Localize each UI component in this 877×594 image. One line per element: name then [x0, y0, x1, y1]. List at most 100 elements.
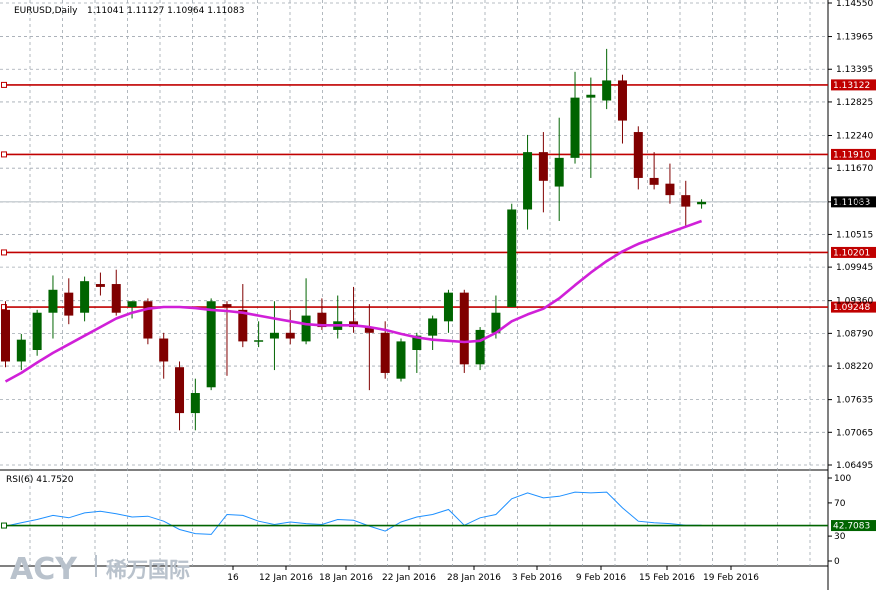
date-tick-label: 28 Jan 2016 — [447, 573, 501, 583]
candle-bullish[interactable] — [16, 333, 26, 371]
candle-body — [665, 183, 675, 196]
candle-body — [269, 332, 279, 339]
candle-bullish[interactable] — [602, 48, 612, 110]
candle-body — [412, 335, 422, 351]
candle-body — [317, 312, 327, 328]
price-tick-label: 1.07635 — [836, 396, 873, 406]
candle-body — [206, 301, 216, 388]
rsi-tick-label: 0 — [834, 557, 840, 567]
candle-bullish[interactable] — [412, 332, 422, 373]
current-price-tag — [831, 196, 876, 208]
price-level-label: 1.09248 — [833, 303, 870, 313]
candle-bullish[interactable] — [301, 278, 311, 345]
price-tick-label: 1.06495 — [836, 461, 873, 471]
candle-bullish[interactable] — [80, 276, 90, 322]
candle-bearish[interactable] — [364, 304, 374, 391]
candle-bullish[interactable] — [396, 338, 406, 382]
candle-bearish[interactable] — [159, 332, 169, 379]
candle-bullish[interactable] — [570, 71, 580, 164]
price-tick-label: 1.13965 — [836, 33, 873, 43]
rsi-level-handle[interactable] — [1, 522, 7, 529]
price-tick-label: 1.14550 — [836, 0, 873, 9]
candle-bearish[interactable] — [538, 132, 548, 213]
price-axis-layer: 1.14550 1.13965 1.13395 1.12825 1.12240 1.116… — [828, 0, 873, 471]
candle-body — [586, 94, 596, 98]
candle-bullish[interactable] — [428, 315, 438, 351]
candle-bullish[interactable] — [554, 117, 564, 221]
price-levels-layer: 1.13122 1.11910 1.10201 1.09248 1.11083 — [0, 79, 876, 313]
candle-body — [523, 152, 533, 210]
candle-body — [491, 312, 501, 333]
candle-bearish[interactable] — [617, 74, 627, 144]
price-level-handle[interactable] — [1, 151, 7, 158]
candle-bearish[interactable] — [222, 301, 232, 376]
date-tick-label: 22 Jan 2016 — [382, 573, 436, 583]
candle-bearish[interactable] — [175, 361, 185, 431]
candle-bearish[interactable] — [459, 289, 469, 373]
candle-bullish[interactable] — [507, 203, 517, 307]
candle-bearish[interactable] — [143, 298, 153, 345]
candle-body — [111, 284, 121, 313]
current-price-label: 1.11083 — [833, 198, 870, 208]
price-level-tag — [831, 148, 876, 160]
price-level-handle[interactable] — [1, 249, 7, 256]
candle-bullish[interactable] — [475, 327, 485, 371]
chart-ohlc-label: 1.11041 1.11127 1.10964 1.11083 — [87, 6, 244, 16]
rsi-tick-label: 100 — [834, 474, 851, 484]
candle-bullish[interactable] — [269, 301, 279, 371]
candle-bearish[interactable] — [1, 301, 10, 368]
candle-body — [222, 304, 232, 307]
price-level-label: 1.10201 — [833, 248, 870, 258]
candle-body — [32, 312, 42, 351]
candle-body — [95, 284, 105, 287]
candle-body — [190, 393, 200, 414]
date-tick-label: 16 — [227, 573, 239, 583]
candle-bullish[interactable] — [32, 309, 42, 356]
rsi-level-label: 42.7083 — [833, 522, 870, 532]
candle-body — [80, 281, 90, 313]
price-tick-label: 1.08790 — [836, 329, 873, 339]
candle-bullish[interactable] — [48, 275, 58, 339]
date-axis-layer: 16 12 Jan 2016 18 Jan 2016 22 Jan 2016 28 Ja… — [227, 566, 759, 583]
price-level-label: 1.11910 — [833, 150, 870, 160]
moving-average-layer — [4, 219, 703, 383]
candle-bearish[interactable] — [285, 309, 295, 345]
watermark-divider — [95, 555, 97, 577]
price-level-tag — [831, 246, 876, 258]
candle-body — [617, 80, 627, 121]
candle-bearish[interactable] — [633, 126, 643, 190]
candle-bullish[interactable] — [254, 321, 264, 348]
candle-bearish[interactable] — [95, 272, 105, 296]
candle-bullish[interactable] — [206, 298, 216, 391]
candle-body — [64, 292, 74, 316]
candle-bearish[interactable] — [665, 163, 675, 204]
candle-body — [364, 327, 374, 333]
price-level-handle[interactable] — [1, 81, 7, 88]
date-tick-label: 12 Jan 2016 — [259, 573, 313, 583]
candle-bearish[interactable] — [64, 278, 74, 325]
candle-body — [602, 80, 612, 101]
price-level-handle[interactable] — [1, 304, 7, 311]
candle-bearish[interactable] — [111, 269, 121, 316]
price-tick-label: 1.12240 — [836, 131, 873, 141]
candle-bearish[interactable] — [649, 152, 659, 190]
candle-bullish[interactable] — [523, 134, 533, 230]
candle-bullish[interactable] — [127, 301, 137, 319]
candle-bullish[interactable] — [443, 289, 453, 333]
price-level-tag — [831, 301, 876, 313]
candle-bullish[interactable] — [190, 378, 200, 431]
candle-body — [175, 367, 185, 414]
candle-body — [649, 177, 659, 185]
candle-body — [254, 340, 264, 342]
candles-layer — [1, 48, 707, 431]
watermark-text: 稀万国际 — [106, 558, 190, 582]
candle-bullish[interactable] — [697, 199, 707, 209]
candle-body — [538, 152, 548, 181]
candle-bullish[interactable] — [586, 77, 596, 178]
price-tick-label: 1.07065 — [836, 428, 873, 438]
candle-bearish[interactable] — [238, 284, 248, 348]
candle-bearish[interactable] — [681, 180, 691, 227]
